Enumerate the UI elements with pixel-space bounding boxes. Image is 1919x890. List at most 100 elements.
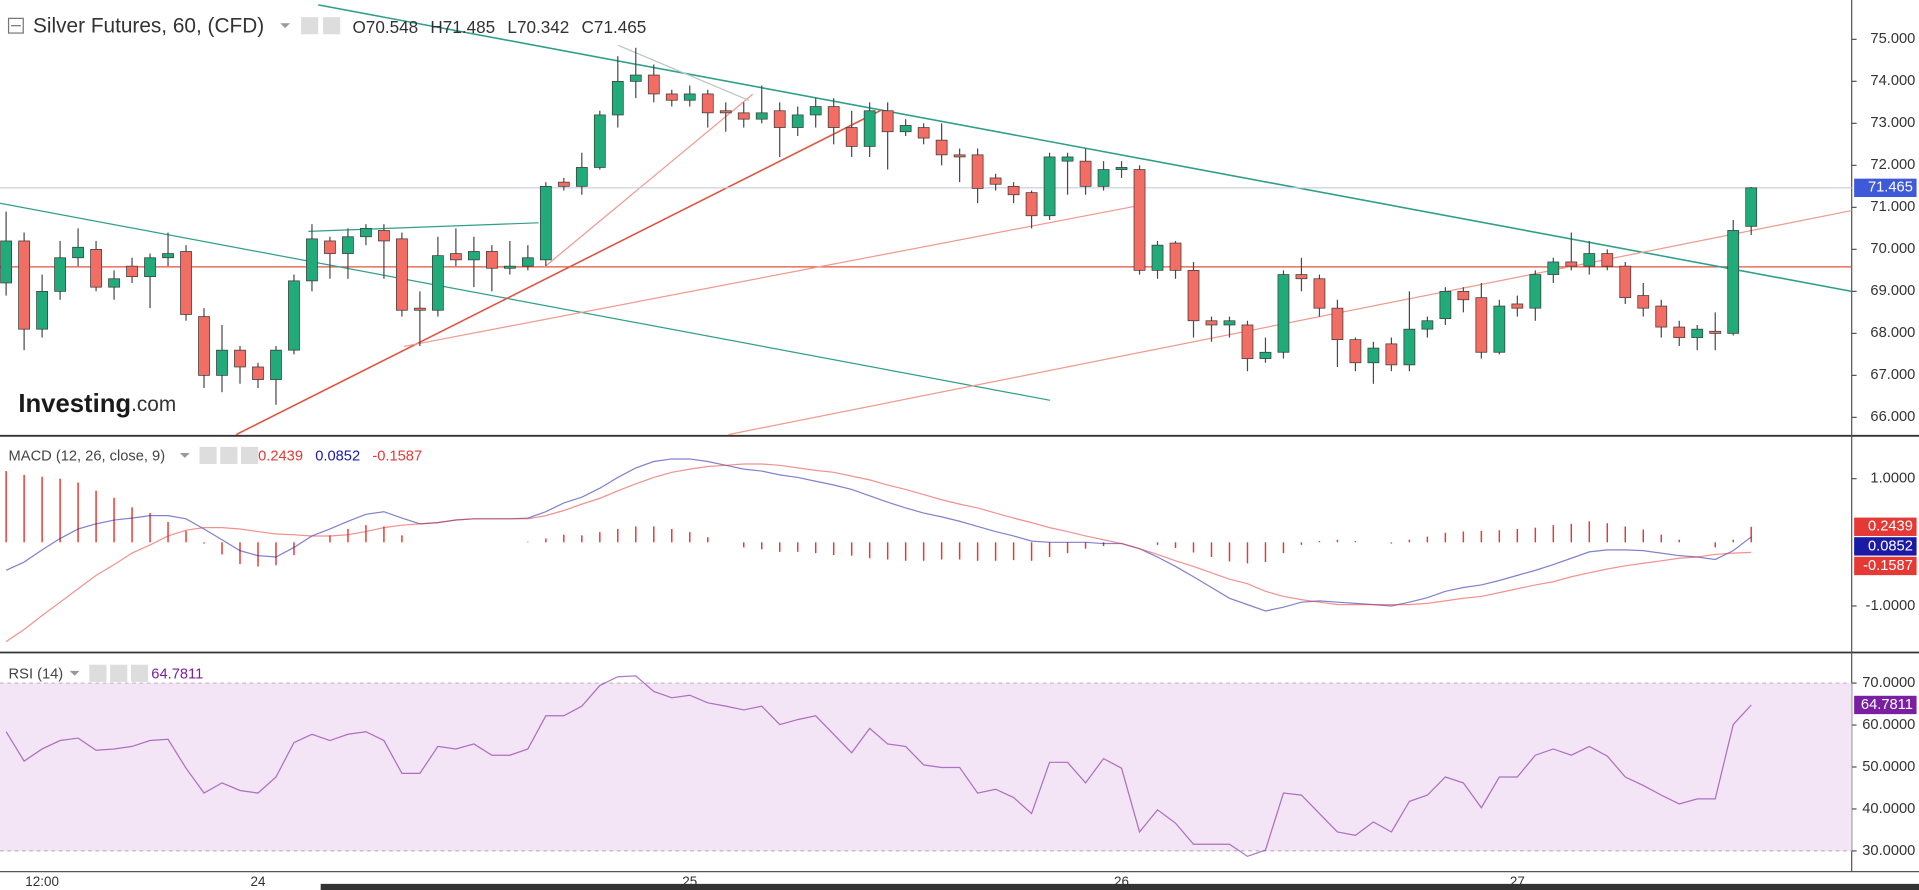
candle-body bbox=[755, 112, 768, 120]
candle-body bbox=[378, 230, 390, 242]
trend-line[interactable] bbox=[728, 209, 1852, 436]
dropdown-arrow[interactable] bbox=[69, 670, 80, 676]
candle-body bbox=[1259, 351, 1272, 359]
candle-body bbox=[683, 93, 696, 101]
visibility-button[interactable] bbox=[301, 17, 319, 35]
settings-button[interactable] bbox=[323, 17, 341, 35]
y-tick-label: 66.000 bbox=[1870, 409, 1915, 425]
candle-body bbox=[719, 110, 732, 114]
y-tick-label: 30.0000 bbox=[1862, 843, 1915, 859]
remove-button[interactable] bbox=[130, 664, 149, 682]
candle-body bbox=[144, 257, 156, 278]
chart-title: Silver Futures, 60, (CFD) bbox=[33, 14, 264, 37]
drawings bbox=[0, 4, 1852, 436]
candle-body bbox=[162, 253, 174, 259]
candle-body bbox=[450, 253, 462, 261]
trend-line[interactable] bbox=[617, 44, 750, 101]
candle-body bbox=[989, 177, 1002, 185]
candle-body bbox=[953, 154, 966, 158]
candle-body bbox=[863, 110, 876, 147]
candle-body bbox=[108, 278, 120, 288]
indicator-line bbox=[5, 458, 1752, 612]
ohlc-value: 70.548 bbox=[366, 17, 418, 37]
remove-button[interactable] bbox=[241, 446, 259, 464]
candle-body bbox=[1475, 297, 1488, 353]
ohlc-readout: O70.548 H71.485 L70.342 C71.465 bbox=[352, 17, 646, 37]
y-tick-label: 71.000 bbox=[1870, 199, 1915, 215]
trend-line[interactable] bbox=[235, 109, 882, 436]
candle-body bbox=[1655, 305, 1668, 328]
dropdown-arrow[interactable] bbox=[179, 452, 190, 458]
candle-body bbox=[665, 93, 678, 101]
trend-line[interactable] bbox=[308, 222, 539, 232]
candle-body bbox=[1529, 274, 1542, 309]
y-tick-label: 70.0000 bbox=[1862, 675, 1915, 691]
indicator-value-tag-bg bbox=[1854, 556, 1917, 576]
candle-body bbox=[773, 110, 786, 128]
last-price-tag: 71.465 bbox=[1868, 180, 1913, 196]
candle-body bbox=[1673, 326, 1686, 338]
candle-body bbox=[1385, 343, 1398, 366]
candle-body bbox=[1079, 160, 1092, 187]
y-tick-label: 70.000 bbox=[1870, 241, 1915, 257]
trend-line[interactable] bbox=[544, 93, 754, 268]
visibility-button[interactable] bbox=[199, 446, 217, 464]
y-tick-label: 72.000 bbox=[1870, 157, 1915, 173]
x-tick-label: 25 bbox=[682, 874, 697, 889]
candle-body bbox=[1331, 307, 1344, 341]
watermark: Investing.com bbox=[18, 390, 176, 418]
candle-body bbox=[917, 127, 930, 139]
candle-body bbox=[1169, 242, 1182, 271]
y-tick-label: -1.0000 bbox=[1866, 598, 1916, 614]
candle-body bbox=[252, 366, 264, 380]
ohlc-label: H bbox=[430, 17, 442, 37]
candle-body bbox=[1511, 303, 1524, 309]
candle-body bbox=[1691, 328, 1704, 338]
candle-body bbox=[198, 316, 210, 376]
candle-body bbox=[935, 139, 948, 156]
indicator-value-tag: 0.2439 bbox=[1868, 519, 1913, 535]
settings-button[interactable] bbox=[220, 446, 238, 464]
indicator-header: MACD (12, 26, close, 9) 0.2439 0.0852 -0.15… bbox=[9, 449, 423, 465]
trend-line[interactable] bbox=[318, 4, 1852, 293]
candle-body bbox=[414, 307, 426, 311]
scrollbar[interactable] bbox=[320, 883, 1919, 890]
candle-body bbox=[1403, 328, 1416, 366]
candle-body bbox=[18, 240, 30, 330]
candle-body bbox=[629, 74, 642, 82]
indicator-header: RSI (14) 64.7811 bbox=[9, 666, 204, 682]
indicator-value: 64.7811 bbox=[151, 666, 203, 682]
indicator-line bbox=[5, 463, 1752, 643]
candle-body bbox=[1367, 347, 1380, 364]
candle-body bbox=[234, 349, 246, 368]
trend-line[interactable] bbox=[0, 202, 1051, 401]
y-tick-label: 74.000 bbox=[1870, 73, 1915, 89]
candle-body bbox=[1601, 253, 1614, 267]
settings-button[interactable] bbox=[110, 664, 128, 682]
candle-body bbox=[881, 110, 894, 133]
indicator-value-tag-bg bbox=[1854, 517, 1917, 536]
indicator-value-tag-bg bbox=[1854, 537, 1917, 556]
candle-body bbox=[54, 257, 66, 292]
visibility-button[interactable] bbox=[89, 664, 107, 682]
candle-body bbox=[1061, 156, 1074, 162]
candle-body bbox=[270, 349, 282, 380]
trend-line[interactable] bbox=[403, 205, 1139, 348]
dropdown-arrow[interactable] bbox=[280, 23, 291, 29]
y-tick-label: 67.000 bbox=[1870, 367, 1915, 383]
y-tick-label: 40.0000 bbox=[1862, 801, 1915, 817]
candle-body bbox=[1619, 265, 1632, 299]
candle-body bbox=[899, 125, 912, 133]
candle-body bbox=[971, 154, 984, 189]
candle-body bbox=[1007, 185, 1020, 196]
candle-body bbox=[1097, 169, 1110, 187]
candle-body bbox=[1439, 290, 1452, 320]
candle-body bbox=[1421, 320, 1434, 330]
watermark-suffix: .com bbox=[131, 393, 176, 416]
candle-body bbox=[1547, 261, 1560, 275]
collapse-icon[interactable] bbox=[7, 17, 24, 34]
rsi-value-tag: 64.7811 bbox=[1861, 697, 1913, 713]
indicator-value: 0.2439 bbox=[258, 449, 303, 465]
candle-body bbox=[324, 240, 336, 254]
